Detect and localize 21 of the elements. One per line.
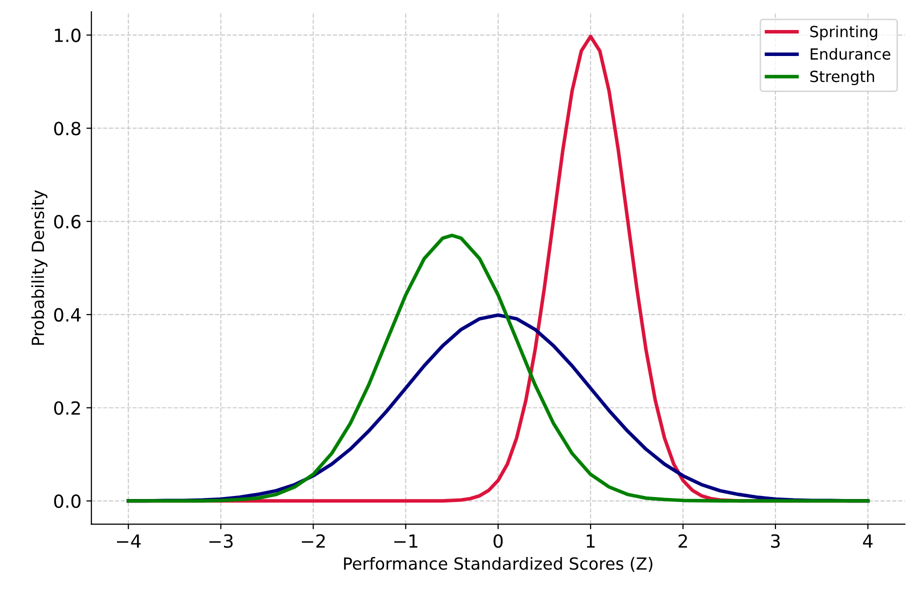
x-tick-label: −4 <box>116 534 141 548</box>
x-tick-label: 1 <box>586 534 595 548</box>
y-tick-label: 0.2 <box>54 401 80 415</box>
line-series <box>126 234 870 503</box>
y-axis-title: Probability Density <box>31 190 48 345</box>
x-tick-label: 2 <box>678 534 687 548</box>
x-tick-label: 3 <box>771 534 780 548</box>
legend-label: Endurance <box>810 48 890 60</box>
x-tick-label: −2 <box>302 534 325 548</box>
x-axis-title: Performance Standardized Scores (Z) <box>344 556 652 572</box>
legend-label: Strength <box>810 70 874 86</box>
x-tick-label: 0 <box>494 534 503 548</box>
x-tick-label: −1 <box>394 534 418 548</box>
y-tick-label: 0.4 <box>54 308 81 322</box>
x-tick-label: 4 <box>863 534 873 548</box>
y-tick-label: 0.8 <box>54 122 80 136</box>
y-tick-label: 0.6 <box>54 214 81 229</box>
legend-label: Sprinting <box>810 26 878 40</box>
x-tick-label: −3 <box>209 534 233 548</box>
y-tick-label: 0.0 <box>54 494 80 508</box>
y-tick-label: 1.0 <box>54 28 80 42</box>
